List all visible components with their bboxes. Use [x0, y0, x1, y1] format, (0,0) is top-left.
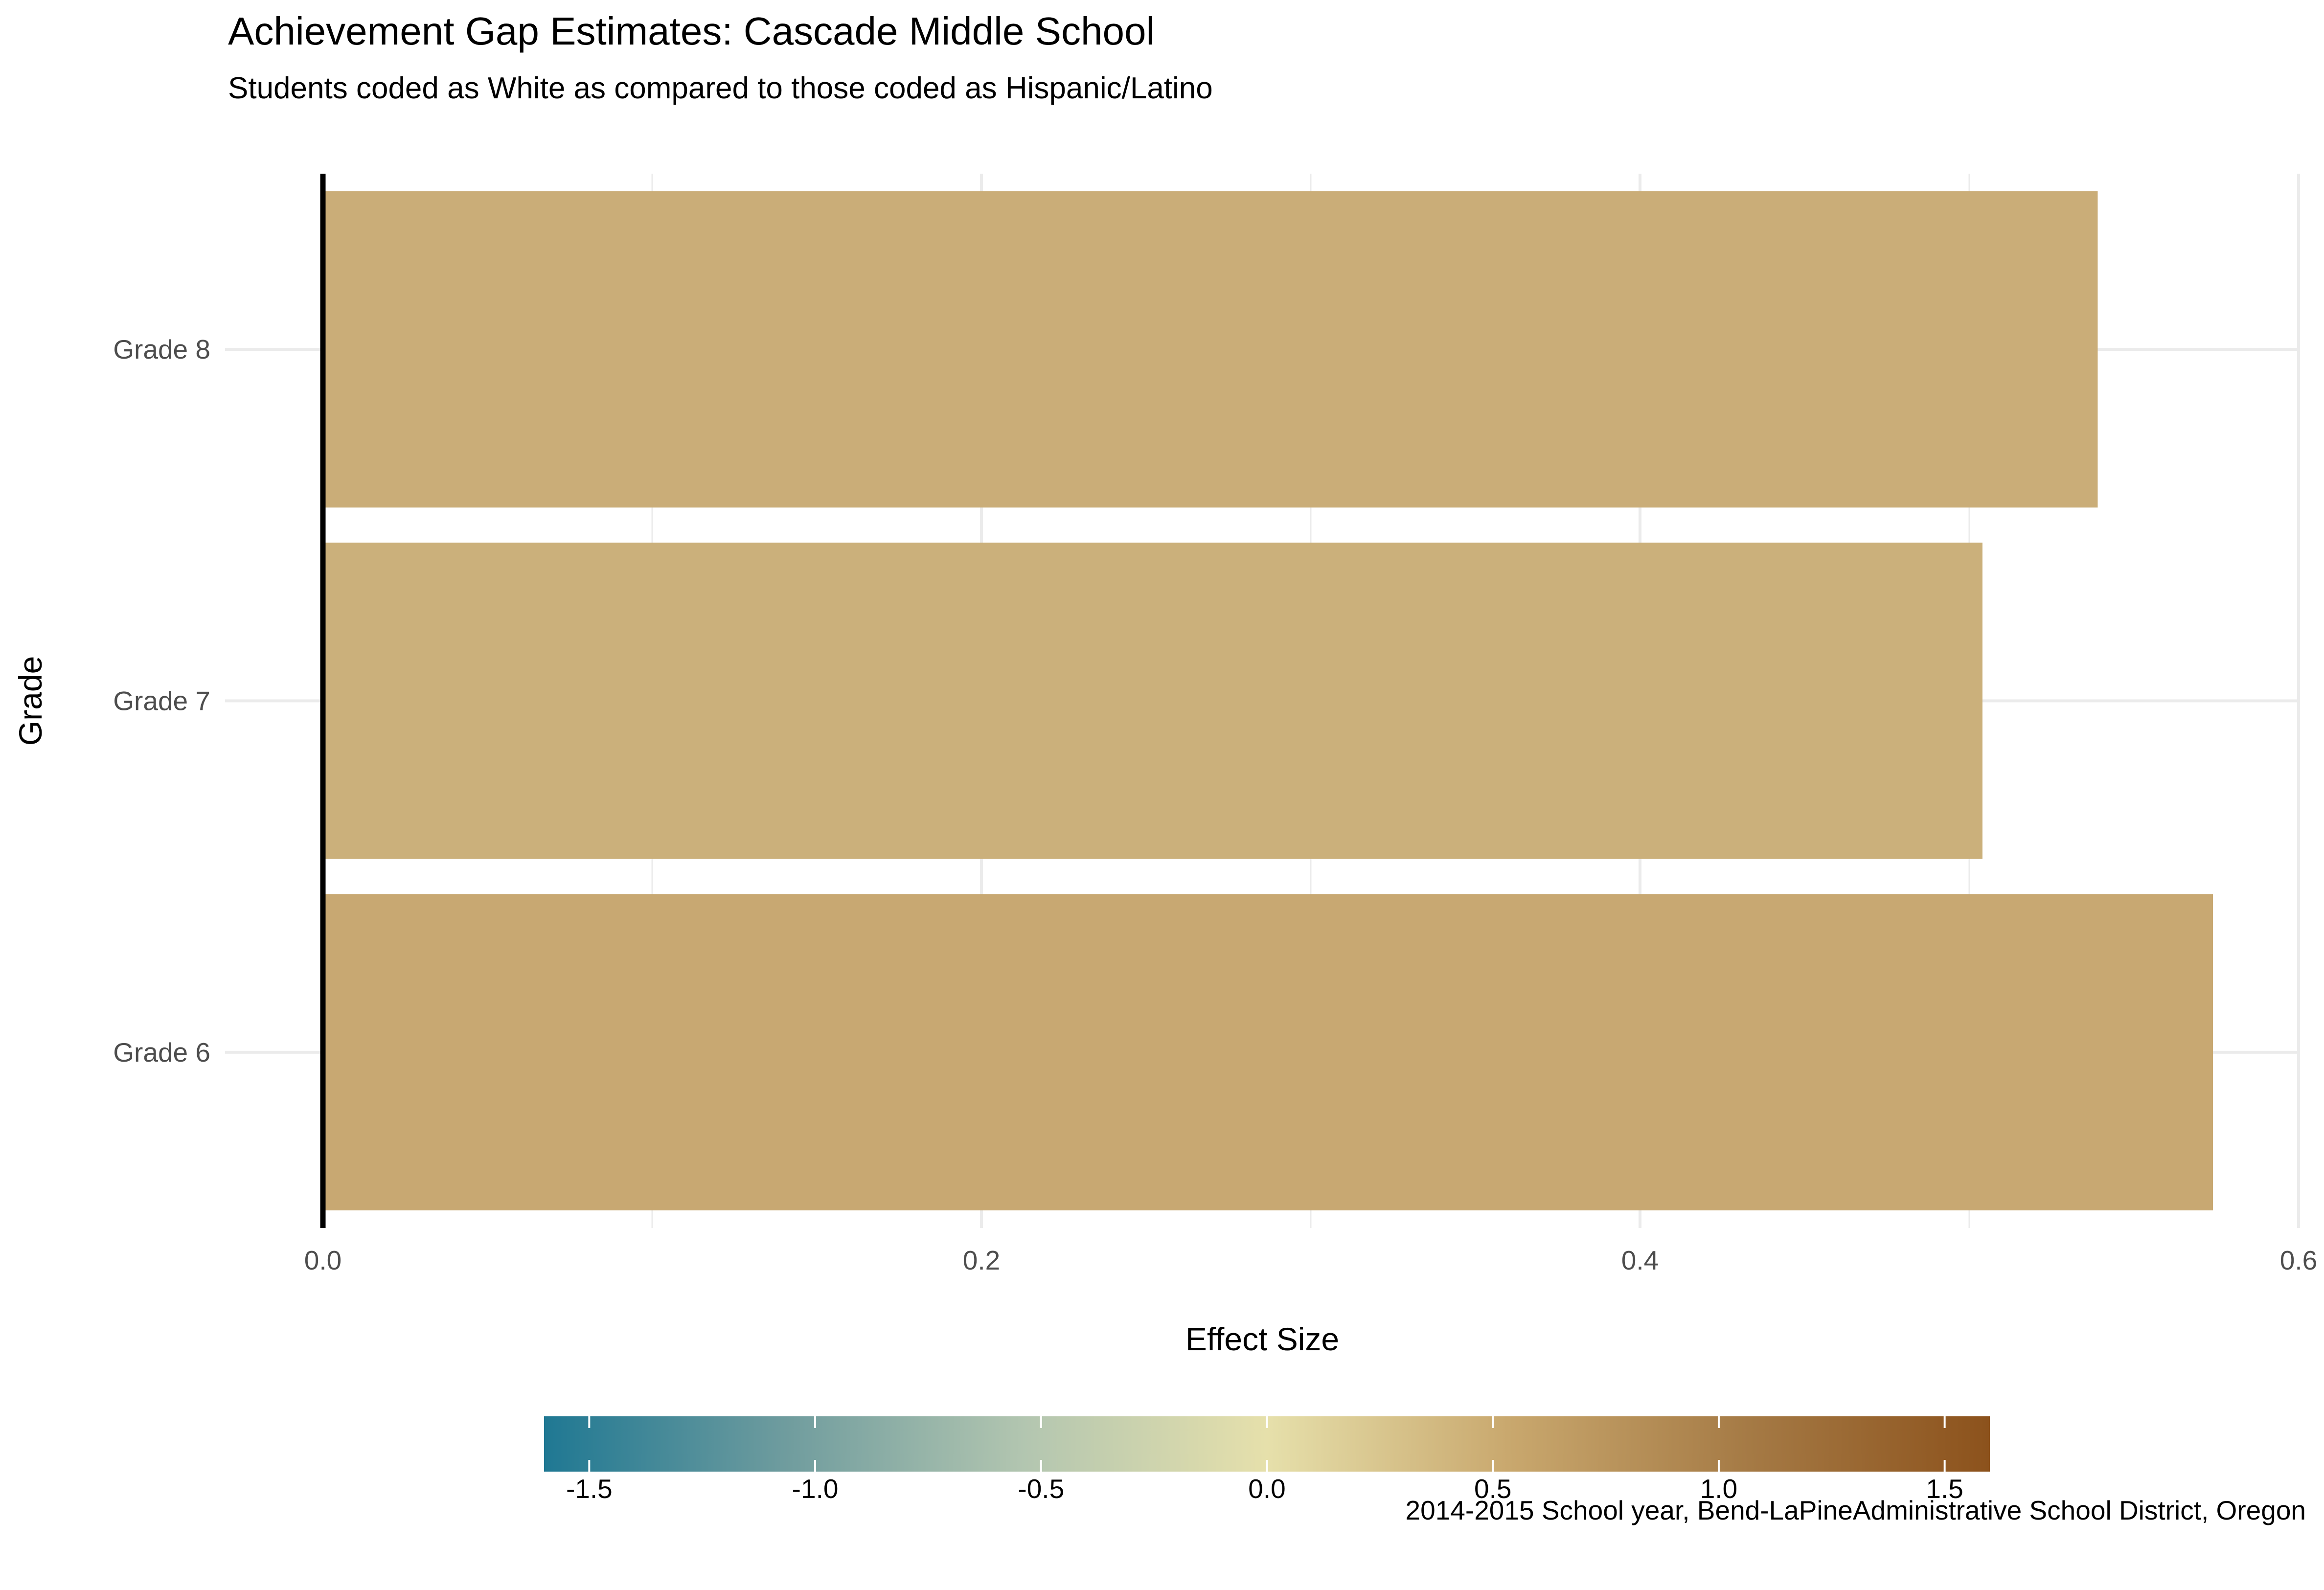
- legend-tick-label: 1.5: [1926, 1474, 1963, 1504]
- x-axis-title: Effect Size: [1185, 1321, 1339, 1357]
- x-tick-label: 0.2: [963, 1245, 1000, 1275]
- chart-subtitle: Students coded as White as compared to t…: [228, 71, 1213, 105]
- x-tick-label: 0.6: [2280, 1245, 2317, 1275]
- legend-ticks: -1.5 -1.0 -0.5 0.0 0.5 1.0 1.5: [566, 1416, 1963, 1504]
- bar-grade-6: [323, 894, 2213, 1211]
- legend-tick-label: 0.5: [1474, 1474, 1511, 1504]
- y-tick-label: Grade 7: [113, 686, 210, 716]
- bar-grade-8: [323, 191, 2098, 508]
- x-tick-label: 0.4: [1621, 1245, 1659, 1275]
- legend-tick-label: 0.0: [1248, 1474, 1285, 1504]
- chart-caption: 2014-2015 School year, Bend-LaPineAdmini…: [1405, 1495, 2306, 1525]
- x-axis-ticks: 0.0 0.2 0.4 0.6: [304, 1245, 2317, 1275]
- bars: [323, 191, 2213, 1211]
- y-tick-label: Grade 8: [113, 334, 210, 364]
- legend-tick-label: 1.0: [1700, 1474, 1737, 1504]
- legend-tick-label: -1.5: [566, 1474, 613, 1504]
- y-axis-title: Grade: [12, 656, 48, 746]
- x-tick-label: 0.0: [304, 1245, 342, 1275]
- y-axis-ticks: Grade 6 Grade 7 Grade 8: [113, 334, 210, 1068]
- legend-tick-label: -0.5: [1018, 1474, 1064, 1504]
- y-tick-label: Grade 6: [113, 1037, 210, 1068]
- chart-title: Achievement Gap Estimates: Cascade Middl…: [228, 9, 1155, 53]
- legend-tick-label: -1.0: [792, 1474, 839, 1504]
- bar-grade-7: [323, 543, 1982, 859]
